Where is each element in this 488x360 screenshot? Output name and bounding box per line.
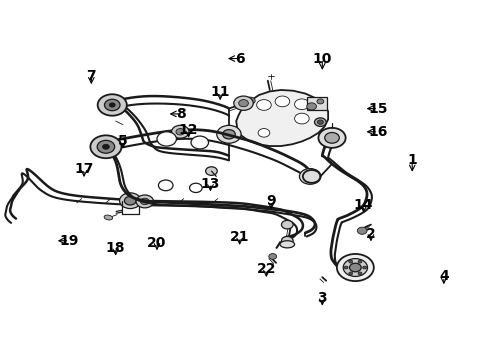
Circle shape: [348, 272, 352, 275]
Text: 8: 8: [176, 107, 186, 121]
Circle shape: [302, 170, 320, 183]
Circle shape: [158, 180, 173, 191]
Text: 17: 17: [74, 162, 94, 176]
Circle shape: [191, 136, 208, 149]
Circle shape: [157, 132, 176, 146]
Polygon shape: [236, 90, 327, 146]
Circle shape: [344, 266, 347, 269]
Circle shape: [222, 130, 235, 139]
Circle shape: [318, 128, 345, 148]
Ellipse shape: [280, 241, 294, 248]
Circle shape: [189, 183, 202, 193]
Text: 21: 21: [229, 230, 249, 244]
Circle shape: [314, 118, 325, 126]
Circle shape: [281, 237, 292, 245]
Circle shape: [348, 260, 352, 263]
Text: 9: 9: [266, 194, 276, 208]
Circle shape: [109, 103, 115, 107]
Circle shape: [97, 140, 115, 153]
Circle shape: [349, 263, 361, 272]
Text: 15: 15: [367, 102, 387, 116]
Text: 11: 11: [210, 85, 229, 99]
Text: 4: 4: [438, 269, 448, 283]
Circle shape: [104, 99, 120, 111]
Circle shape: [102, 144, 109, 149]
Text: 3: 3: [317, 291, 326, 305]
Text: 5: 5: [118, 134, 127, 148]
Circle shape: [216, 125, 241, 143]
Circle shape: [362, 266, 366, 269]
Text: 16: 16: [368, 125, 387, 139]
Circle shape: [176, 129, 184, 135]
Circle shape: [357, 227, 366, 234]
Text: 12: 12: [179, 123, 198, 137]
Circle shape: [299, 168, 320, 184]
Circle shape: [275, 96, 289, 107]
Circle shape: [281, 220, 292, 229]
Text: 14: 14: [353, 198, 373, 212]
Text: 7: 7: [86, 69, 96, 84]
Text: 18: 18: [106, 241, 125, 255]
Circle shape: [205, 167, 217, 175]
FancyBboxPatch shape: [306, 97, 326, 111]
Circle shape: [317, 120, 323, 124]
Circle shape: [336, 254, 373, 281]
Circle shape: [357, 272, 361, 275]
Text: 22: 22: [256, 262, 276, 276]
Circle shape: [233, 96, 253, 111]
Circle shape: [256, 100, 271, 111]
Text: 1: 1: [407, 153, 416, 167]
Circle shape: [268, 253, 276, 259]
Circle shape: [140, 198, 149, 204]
Circle shape: [343, 258, 367, 276]
Circle shape: [304, 172, 315, 181]
Circle shape: [136, 195, 153, 208]
Circle shape: [171, 125, 189, 138]
Circle shape: [357, 260, 361, 263]
Circle shape: [306, 103, 316, 110]
Text: 2: 2: [366, 226, 375, 240]
Text: 19: 19: [60, 234, 79, 248]
Circle shape: [90, 135, 121, 158]
Text: 20: 20: [147, 235, 166, 249]
Circle shape: [98, 94, 126, 116]
Text: 13: 13: [201, 176, 220, 190]
Circle shape: [258, 129, 269, 137]
Circle shape: [119, 193, 141, 208]
Circle shape: [294, 113, 308, 124]
Circle shape: [238, 100, 248, 107]
Circle shape: [124, 197, 136, 205]
Text: 6: 6: [234, 51, 244, 66]
Circle shape: [245, 97, 255, 104]
Circle shape: [316, 99, 323, 104]
Text: 10: 10: [312, 51, 331, 66]
Circle shape: [294, 99, 308, 110]
Circle shape: [324, 132, 339, 143]
Ellipse shape: [104, 215, 112, 220]
